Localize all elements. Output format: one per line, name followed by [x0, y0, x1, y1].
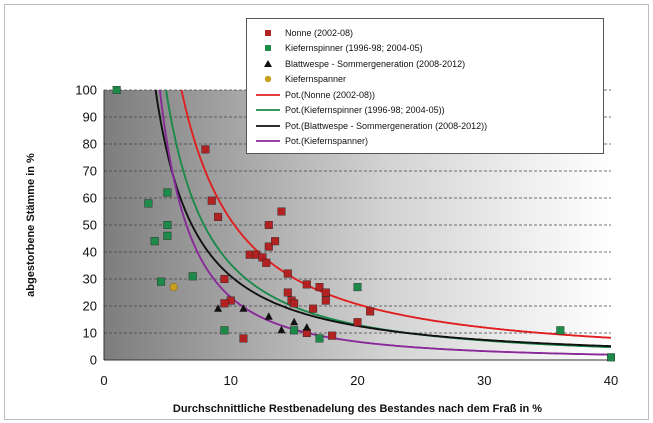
legend-marker-icon	[255, 42, 281, 54]
legend-marker-icon	[255, 27, 281, 39]
axes	[103, 90, 611, 361]
legend-item: Pot.(Kiefernspinner (1996-98; 2004-05))	[255, 103, 595, 119]
legend-item: Kiefernspinner (1996-98; 2004-05)	[255, 41, 595, 57]
data-point	[150, 237, 159, 246]
y-tick-label: 10	[83, 326, 97, 341]
data-point	[302, 280, 311, 289]
data-point	[144, 199, 153, 208]
data-point	[169, 283, 178, 292]
trendline	[154, 90, 611, 348]
x-tick-label: 40	[604, 373, 618, 388]
data-point	[302, 323, 311, 331]
tick-labels: 0 10 20 30 40 50 60 70 80 90 100 0 10 20 30 40	[75, 83, 618, 389]
legend-label: Nonne (2002-08)	[285, 27, 354, 38]
legend-label: Pot.(Kiefernspinner (1996-98; 2004-05))	[285, 105, 445, 116]
data-point	[214, 212, 223, 221]
y-tick-label: 70	[83, 164, 97, 179]
data-point	[315, 334, 324, 343]
data-point	[264, 220, 273, 229]
legend-line-icon	[255, 104, 281, 116]
trendlines	[154, 90, 611, 356]
legend: Nonne (2002-08) Kiefernspinner (1996-98; …	[246, 18, 604, 154]
data-point	[353, 283, 362, 292]
y-tick-label: 80	[83, 137, 97, 152]
y-tick-label: 20	[83, 299, 97, 314]
legend-item: Kiefernspanner	[255, 72, 595, 88]
legend-item: Pot.(Kiefernspanner)	[255, 134, 595, 150]
legend-item: Pot.(Nonne (2002-08))	[255, 87, 595, 103]
data-point	[207, 196, 216, 205]
data-point	[163, 220, 172, 229]
data-point	[277, 207, 286, 216]
data-point	[366, 307, 375, 316]
legend-item: Nonne (2002-08)	[255, 25, 595, 41]
data-point	[163, 231, 172, 240]
data-point	[290, 299, 299, 308]
data-point	[309, 304, 318, 313]
trendline	[180, 90, 611, 339]
y-tick-label: 100	[75, 83, 97, 98]
data-point	[556, 326, 565, 335]
trendline	[158, 90, 611, 356]
y-tick-label: 60	[83, 191, 97, 206]
data-point	[220, 275, 229, 284]
data-point	[112, 85, 121, 94]
legend-line-icon	[255, 89, 281, 101]
legend-marker-icon	[255, 73, 281, 85]
data-point	[201, 145, 210, 154]
legend-line-icon	[255, 135, 281, 147]
data-point	[328, 331, 337, 340]
legend-label: Kiefernspinner (1996-98; 2004-05)	[285, 43, 423, 54]
x-tick-label: 0	[100, 373, 107, 388]
legend-item: Pot.(Blattwespe - Sommergeneration (2008…	[255, 118, 595, 134]
data-point	[220, 299, 229, 308]
data-point	[353, 318, 362, 327]
data-point	[264, 312, 273, 320]
x-tick-label: 30	[477, 373, 491, 388]
legend-item: Blattwespe - Sommergeneration (2008-2012…	[255, 56, 595, 72]
data-point	[277, 325, 286, 334]
data-point	[607, 353, 616, 362]
data-point	[290, 317, 299, 326]
x-axis-title: Durchschnittliche Restbenadelung des Bes…	[173, 403, 542, 415]
data-point	[283, 269, 292, 278]
data-point	[321, 288, 330, 297]
x-tick-label: 20	[350, 373, 364, 388]
y-tick-label: 0	[90, 353, 97, 368]
data-point	[214, 304, 223, 312]
legend-marker-icon	[255, 58, 281, 70]
y-axis-title: abgestorbene Stämme in %	[25, 153, 37, 297]
y-tick-label: 40	[83, 245, 97, 260]
data-point	[264, 242, 273, 251]
data-point	[188, 272, 197, 281]
y-tick-label: 90	[83, 110, 97, 125]
legend-label: Pot.(Blattwespe - Sommergeneration (2008…	[285, 120, 488, 131]
legend-label: Blattwespe - Sommergeneration (2008-2012…	[285, 58, 466, 69]
x-tick-label: 10	[224, 373, 238, 388]
data-point	[290, 326, 299, 335]
legend-label: Kiefernspanner	[285, 74, 347, 85]
data-point	[271, 237, 280, 246]
legend-label: Pot.(Kiefernspanner)	[285, 136, 369, 147]
data-point	[239, 334, 248, 343]
data-point	[157, 277, 166, 286]
data-point	[163, 188, 172, 197]
data-point	[239, 304, 248, 312]
data-point	[262, 258, 271, 267]
legend-label: Pot.(Nonne (2002-08))	[285, 89, 376, 100]
data-point	[283, 288, 292, 297]
y-tick-label: 50	[83, 218, 97, 233]
data-point	[321, 296, 330, 305]
y-tick-label: 30	[83, 272, 97, 287]
data-point	[315, 283, 324, 292]
data-points	[112, 85, 616, 362]
legend-line-icon	[255, 120, 281, 132]
data-point	[220, 326, 229, 335]
